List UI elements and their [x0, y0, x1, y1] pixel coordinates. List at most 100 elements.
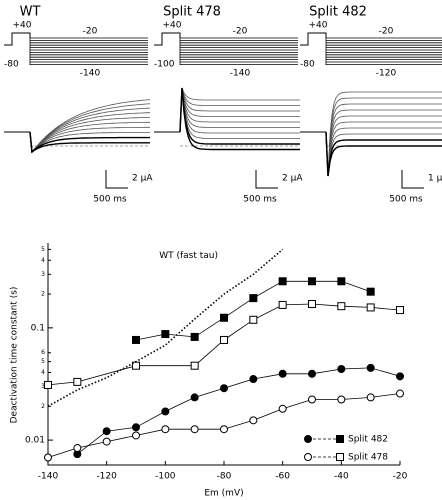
current-trace	[179, 87, 300, 134]
protocol-label: -20	[379, 27, 394, 37]
series-line	[77, 367, 401, 455]
legend-marker	[336, 435, 344, 443]
current-trace	[179, 87, 300, 145]
protocol-label: +40	[163, 21, 182, 31]
x-tick-label: -60	[275, 472, 290, 482]
current-trace	[325, 131, 442, 177]
marker	[161, 330, 170, 339]
current-trace	[179, 87, 300, 151]
current-trace	[325, 103, 442, 177]
current-trace	[29, 117, 150, 153]
marker	[190, 332, 199, 341]
protocol-label: -140	[80, 69, 101, 79]
y-tick-label: 2	[41, 291, 45, 298]
marker	[366, 287, 375, 296]
x-tick-label: -120	[96, 472, 117, 482]
marker	[44, 453, 52, 462]
x-tick-label: -80	[217, 472, 232, 482]
y-tick-label: 3	[41, 271, 45, 278]
marker	[249, 375, 258, 384]
marker	[278, 277, 287, 286]
current-trace	[325, 127, 442, 177]
protocol-label: +40	[309, 21, 328, 31]
scale-label: 2 μA	[282, 174, 303, 184]
current-trace	[179, 87, 300, 133]
current-trace	[325, 109, 442, 177]
marker	[278, 300, 287, 309]
marker	[366, 363, 375, 372]
protocol-label: -20	[233, 27, 248, 37]
y-tick-label: 0.01	[25, 436, 45, 446]
current-trace	[29, 107, 151, 154]
current-trace	[179, 87, 300, 133]
panel-title: Split 478	[163, 5, 221, 20]
y-tick-label: 4	[41, 257, 45, 264]
current-trace	[179, 87, 300, 139]
marker	[366, 303, 375, 312]
series-line	[135, 280, 371, 341]
current-trace	[29, 131, 150, 154]
legend-marker	[336, 453, 344, 461]
marker	[249, 416, 258, 425]
current-trace	[325, 121, 442, 177]
legend-marker	[304, 435, 312, 443]
current-trace	[29, 99, 151, 154]
marker	[44, 380, 52, 389]
marker	[190, 361, 199, 370]
current-trace	[179, 87, 300, 133]
current-trace	[29, 126, 150, 153]
y-tick-label: 4	[41, 369, 45, 376]
legend-marker	[304, 453, 312, 461]
marker	[102, 437, 111, 446]
current-trace	[29, 131, 150, 153]
legend-label: Split 478	[348, 453, 388, 463]
marker	[132, 423, 140, 432]
current-trace	[179, 87, 300, 133]
current-trace	[325, 115, 442, 177]
marker	[308, 395, 316, 404]
protocol-label: -100	[154, 60, 175, 70]
marker	[73, 377, 82, 386]
marker	[132, 335, 140, 344]
marker	[161, 407, 170, 416]
scale-label: 500 ms	[93, 195, 127, 205]
y-axis-label: Deactivation time constant (s)	[10, 287, 20, 424]
marker	[190, 393, 199, 402]
protocol-label: -140	[230, 69, 251, 79]
marker	[337, 364, 346, 373]
x-tick-label: -20	[393, 472, 408, 482]
current-trace	[29, 131, 150, 154]
current-trace	[29, 112, 150, 153]
protocol-label: -20	[83, 27, 98, 37]
panel-title: WT	[20, 5, 41, 20]
marker	[366, 393, 375, 402]
marker	[278, 404, 287, 413]
annotation: WT (fast tau)	[159, 251, 218, 261]
protocol-label: -80	[300, 60, 315, 70]
marker	[396, 306, 404, 315]
marker	[161, 425, 170, 434]
current-trace	[29, 121, 150, 153]
protocol-label: +40	[13, 21, 32, 31]
scale-label: 1 μA	[428, 174, 442, 184]
scale-bar	[255, 170, 278, 189]
y-tick-label: 6	[41, 349, 45, 356]
scale-bar	[401, 170, 424, 189]
marker	[220, 425, 228, 434]
marker	[396, 372, 404, 381]
x-axis-label: Em (mV)	[204, 489, 243, 499]
marker	[337, 395, 346, 404]
current-trace	[325, 131, 442, 177]
marker	[190, 425, 199, 434]
current-trace	[325, 131, 442, 177]
marker	[102, 427, 111, 436]
marker	[249, 294, 258, 303]
marker	[220, 313, 228, 322]
x-tick-label: -140	[38, 472, 59, 482]
marker	[308, 277, 316, 286]
panel-title: Split 482	[309, 5, 367, 20]
marker	[132, 431, 140, 440]
protocol-label: -120	[376, 69, 397, 79]
x-tick-label: -100	[155, 472, 176, 482]
